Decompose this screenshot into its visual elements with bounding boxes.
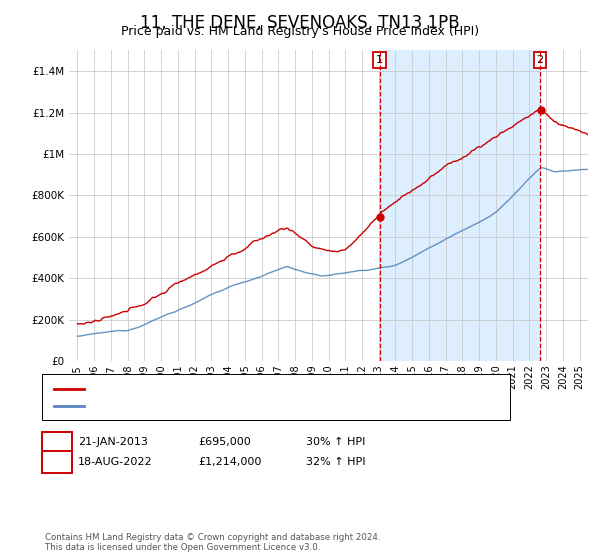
Text: 2: 2 bbox=[53, 455, 61, 469]
Text: 11, THE DENE, SEVENOAKS, TN13 1PB (detached house): 11, THE DENE, SEVENOAKS, TN13 1PB (detac… bbox=[90, 384, 399, 394]
Text: 18-AUG-2022: 18-AUG-2022 bbox=[78, 457, 152, 467]
Text: £695,000: £695,000 bbox=[198, 437, 251, 447]
Text: 1: 1 bbox=[53, 436, 61, 449]
Text: This data is licensed under the Open Government Licence v3.0.: This data is licensed under the Open Gov… bbox=[45, 543, 320, 552]
Text: HPI: Average price, detached house, Sevenoaks: HPI: Average price, detached house, Seve… bbox=[90, 401, 352, 410]
Text: 1: 1 bbox=[376, 55, 383, 65]
Text: 30% ↑ HPI: 30% ↑ HPI bbox=[306, 437, 365, 447]
Bar bbox=[380, 50, 540, 361]
Text: Contains HM Land Registry data © Crown copyright and database right 2024.: Contains HM Land Registry data © Crown c… bbox=[45, 533, 380, 542]
Text: Price paid vs. HM Land Registry's House Price Index (HPI): Price paid vs. HM Land Registry's House … bbox=[121, 25, 479, 38]
Text: 11, THE DENE, SEVENOAKS, TN13 1PB: 11, THE DENE, SEVENOAKS, TN13 1PB bbox=[140, 14, 460, 32]
Text: £1,214,000: £1,214,000 bbox=[198, 457, 262, 467]
Text: 2: 2 bbox=[536, 55, 544, 65]
Text: 21-JAN-2013: 21-JAN-2013 bbox=[78, 437, 148, 447]
Text: 32% ↑ HPI: 32% ↑ HPI bbox=[306, 457, 365, 467]
